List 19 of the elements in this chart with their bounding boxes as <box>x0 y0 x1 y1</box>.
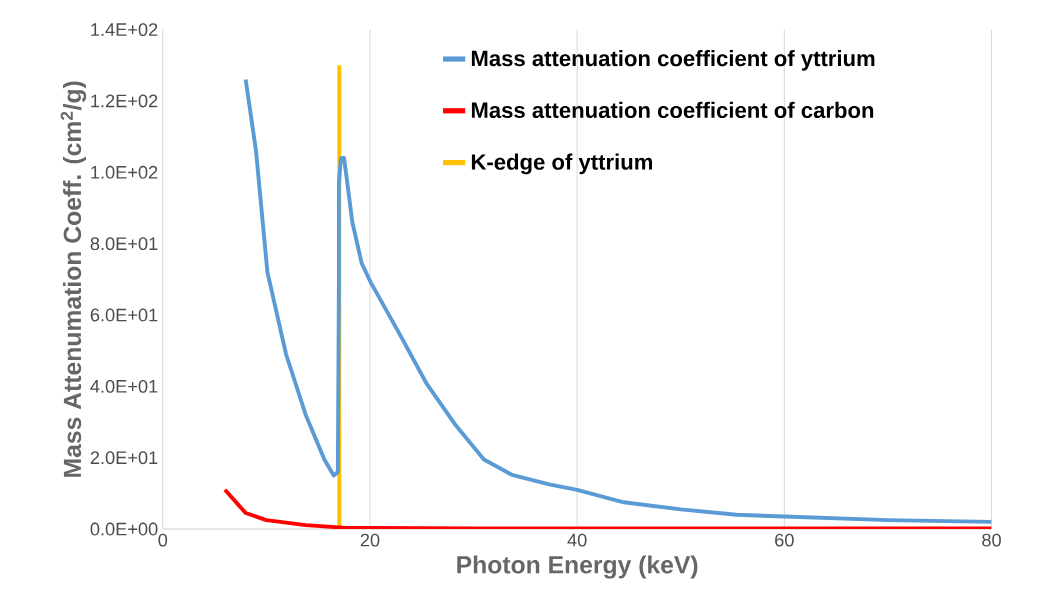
y-tick-label: 1.4E+02 <box>91 22 158 36</box>
x-tick-label: 60 <box>775 533 794 547</box>
y-axis-title: Mass Attenumation Coeff. (cm$^{2}$/g) <box>60 81 87 477</box>
y-tick-label: 2.0E+01 <box>90 451 158 464</box>
y-tick-label: 6.0E+01 <box>90 308 158 322</box>
legend-label: K-edge of yttrium <box>471 153 653 175</box>
legend-label: Mass attenuation coefficient of yttrium <box>471 49 875 71</box>
y-tick-label: 8.0E+01 <box>90 236 158 250</box>
x-tick-label: 20 <box>360 533 380 547</box>
y-tick-label: 1.2E+02 <box>91 94 158 108</box>
x-tick-label: 40 <box>567 533 587 547</box>
x-axis-title: Photon Energy (keV) <box>457 555 698 579</box>
legend-label: Mass attenuation coefficient of carbon <box>471 101 874 118</box>
x-tick-label: 80 <box>982 533 1001 547</box>
line-series <box>243 77 992 524</box>
y-tick-label: 1.0E+02 <box>91 165 158 179</box>
y-tick-label: 0.0E+00 <box>90 522 158 536</box>
y-tick-label: 4.0E+01 <box>90 379 158 393</box>
x-tick-label: 0 <box>158 533 168 547</box>
